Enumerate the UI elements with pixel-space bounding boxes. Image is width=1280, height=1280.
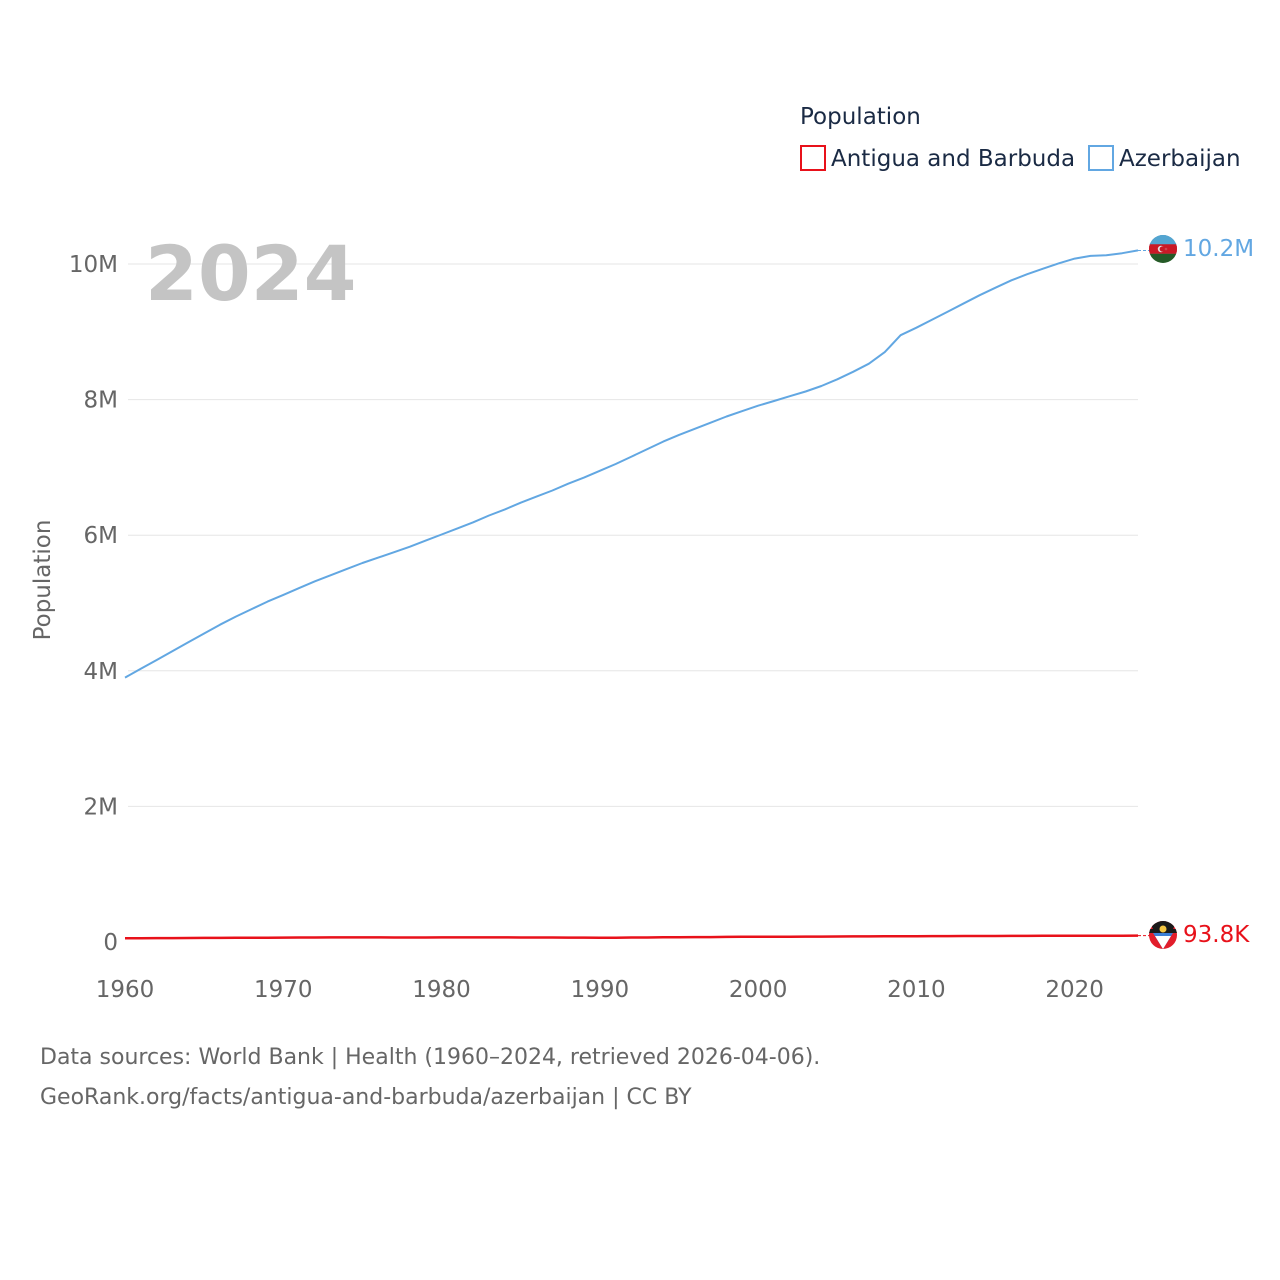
y-tick-label: 2M	[84, 794, 118, 820]
legend: Population Antigua and Barbuda Azerbaija…	[800, 104, 1241, 172]
azerbaijan-flag-icon	[1149, 235, 1177, 263]
y-tick-label: 0	[103, 930, 118, 956]
x-tick-label: 1960	[96, 977, 155, 1003]
x-tick-label: 2010	[887, 977, 946, 1003]
y-axis-ticks: 0 2M 4M 6M 8M 10M	[69, 252, 118, 956]
x-tick-label: 1990	[571, 977, 630, 1003]
y-axis-label: Population	[30, 520, 56, 641]
population-line-chart: 0 2M 4M 6M 8M 10M 1960 1970 1980 1990 2000 2010 202…	[30, 104, 1254, 1003]
source-line-2[interactable]: GeoRank.org/facts/antigua-and-barbuda/az…	[40, 1085, 692, 1110]
series-line-antigua-and-barbuda[interactable]	[124, 934, 1139, 940]
legend-title: Population	[800, 104, 921, 130]
x-tick-label: 2000	[729, 977, 788, 1003]
x-tick-label: 1970	[254, 977, 313, 1003]
gridlines	[128, 263, 1138, 807]
series-lines	[124, 249, 1150, 940]
antigua-flag-icon	[1149, 921, 1177, 949]
legend-label-azerbaijan[interactable]: Azerbaijan	[1119, 146, 1241, 172]
series-line-azerbaijan[interactable]	[124, 249, 1139, 679]
year-label: 2024	[145, 229, 357, 318]
legend-swatch-antigua[interactable]	[800, 145, 826, 171]
legend-swatch-azerbaijan[interactable]	[1088, 145, 1114, 171]
source-line-1: Data sources: World Bank | Health (1960–…	[40, 1045, 821, 1070]
y-tick-label: 10M	[69, 252, 118, 278]
end-label-antigua: 93.8K	[1183, 922, 1250, 948]
y-tick-label: 4M	[84, 659, 118, 685]
y-tick-label: 8M	[84, 388, 118, 414]
y-tick-label: 6M	[84, 523, 118, 549]
end-label-azerbaijan: 10.2M	[1183, 236, 1254, 262]
legend-label-antigua[interactable]: Antigua and Barbuda	[831, 146, 1075, 172]
x-tick-label: 2020	[1045, 977, 1104, 1003]
x-tick-label: 1980	[412, 977, 471, 1003]
x-axis-ticks: 1960 1970 1980 1990 2000 2010 2020	[96, 977, 1104, 1003]
